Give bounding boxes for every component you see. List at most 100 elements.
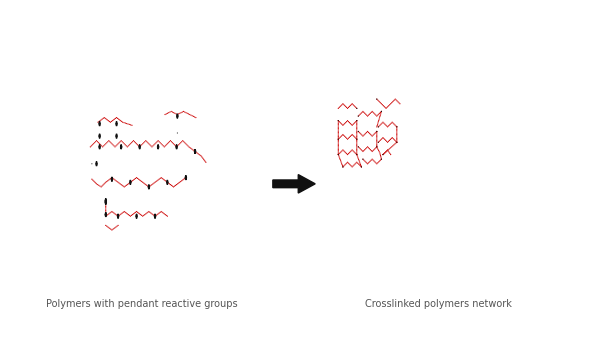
Circle shape	[151, 213, 152, 214]
Circle shape	[383, 138, 385, 139]
Circle shape	[116, 117, 117, 118]
Circle shape	[371, 151, 373, 152]
Circle shape	[113, 145, 115, 146]
Circle shape	[91, 145, 92, 146]
Circle shape	[141, 181, 142, 182]
Circle shape	[345, 152, 346, 153]
Circle shape	[193, 150, 194, 151]
Circle shape	[363, 112, 364, 113]
Circle shape	[361, 166, 362, 167]
Circle shape	[170, 111, 172, 112]
Circle shape	[349, 163, 350, 165]
Circle shape	[131, 181, 132, 182]
Circle shape	[187, 113, 188, 114]
Circle shape	[396, 136, 397, 138]
Polygon shape	[99, 145, 100, 147]
Circle shape	[186, 144, 187, 146]
Circle shape	[113, 119, 114, 120]
Circle shape	[173, 186, 174, 187]
Circle shape	[392, 122, 393, 123]
Circle shape	[132, 141, 133, 142]
Circle shape	[109, 121, 110, 122]
Circle shape	[338, 120, 339, 121]
Circle shape	[352, 165, 354, 167]
Polygon shape	[130, 180, 131, 182]
Circle shape	[368, 132, 369, 133]
Circle shape	[108, 120, 109, 121]
Circle shape	[115, 227, 116, 228]
Circle shape	[358, 131, 359, 132]
Circle shape	[152, 214, 154, 215]
Circle shape	[113, 213, 115, 214]
Circle shape	[343, 149, 344, 151]
Polygon shape	[112, 179, 113, 182]
Circle shape	[362, 151, 364, 152]
Circle shape	[136, 211, 137, 212]
Circle shape	[134, 213, 135, 214]
Circle shape	[338, 149, 339, 150]
Circle shape	[346, 138, 347, 139]
Circle shape	[340, 123, 341, 124]
Circle shape	[378, 142, 379, 143]
Circle shape	[367, 163, 368, 165]
Circle shape	[385, 108, 386, 109]
Circle shape	[106, 215, 107, 216]
Circle shape	[364, 134, 365, 135]
Circle shape	[338, 137, 339, 138]
Circle shape	[383, 153, 385, 154]
Circle shape	[347, 162, 348, 163]
Circle shape	[338, 139, 339, 140]
Circle shape	[385, 152, 386, 153]
Circle shape	[361, 134, 362, 135]
Circle shape	[155, 142, 157, 143]
Circle shape	[155, 215, 157, 216]
Circle shape	[115, 179, 116, 181]
Circle shape	[388, 149, 389, 150]
Circle shape	[343, 166, 344, 167]
Circle shape	[115, 226, 116, 228]
Circle shape	[383, 123, 385, 124]
Circle shape	[121, 213, 122, 214]
Circle shape	[166, 181, 167, 182]
Circle shape	[371, 112, 372, 113]
Circle shape	[166, 215, 167, 216]
Circle shape	[376, 139, 377, 140]
Circle shape	[352, 150, 354, 151]
Circle shape	[338, 127, 339, 128]
Circle shape	[365, 148, 367, 149]
Circle shape	[338, 138, 340, 139]
Circle shape	[344, 105, 346, 106]
Circle shape	[387, 142, 388, 143]
Circle shape	[110, 212, 112, 213]
Circle shape	[164, 179, 165, 181]
Circle shape	[195, 117, 196, 118]
Circle shape	[376, 144, 377, 145]
Circle shape	[348, 138, 349, 139]
Circle shape	[133, 179, 134, 181]
Circle shape	[376, 137, 377, 138]
Circle shape	[387, 106, 389, 107]
Circle shape	[343, 104, 344, 105]
Circle shape	[396, 132, 397, 134]
Circle shape	[391, 123, 392, 124]
Circle shape	[338, 153, 340, 154]
Circle shape	[378, 150, 379, 151]
Circle shape	[346, 107, 347, 108]
Circle shape	[377, 115, 379, 116]
Circle shape	[373, 134, 374, 135]
Circle shape	[145, 140, 146, 141]
Circle shape	[361, 112, 362, 113]
Circle shape	[355, 153, 356, 154]
Circle shape	[174, 144, 175, 146]
Polygon shape	[112, 177, 113, 179]
Circle shape	[371, 159, 372, 161]
Circle shape	[108, 213, 109, 214]
Circle shape	[376, 141, 377, 142]
Circle shape	[347, 139, 348, 140]
Circle shape	[104, 117, 105, 118]
Circle shape	[172, 142, 173, 143]
Circle shape	[350, 151, 351, 153]
Circle shape	[338, 145, 339, 146]
Circle shape	[389, 148, 391, 149]
Circle shape	[382, 138, 383, 139]
